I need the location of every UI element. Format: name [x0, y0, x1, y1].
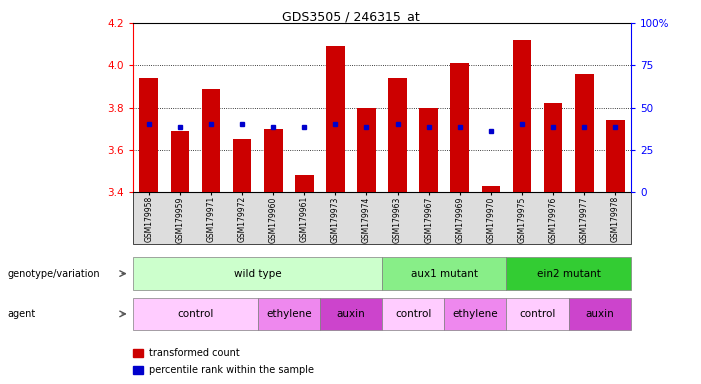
Text: ein2 mutant: ein2 mutant	[537, 268, 601, 279]
Bar	[512, 40, 531, 192]
Text: ethylene: ethylene	[453, 309, 498, 319]
Bar	[326, 46, 345, 192]
Bar	[357, 108, 376, 192]
Bar	[202, 88, 220, 192]
Text: control: control	[177, 309, 214, 319]
Bar	[575, 74, 594, 192]
Text: auxin: auxin	[336, 309, 365, 319]
Text: auxin: auxin	[585, 309, 614, 319]
Text: control: control	[519, 309, 556, 319]
Text: agent: agent	[7, 309, 35, 319]
Bar	[295, 175, 313, 192]
Bar	[139, 78, 158, 192]
Text: GDS3505 / 246315_at: GDS3505 / 246315_at	[282, 10, 419, 23]
Text: aux1 mutant: aux1 mutant	[411, 268, 478, 279]
Text: transformed count: transformed count	[149, 348, 239, 358]
Text: genotype/variation: genotype/variation	[7, 268, 100, 279]
Text: ethylene: ethylene	[266, 309, 311, 319]
Bar	[388, 78, 407, 192]
Bar	[419, 108, 438, 192]
Bar	[544, 103, 562, 192]
Bar	[264, 129, 283, 192]
Bar	[451, 63, 469, 192]
Text: wild type: wild type	[234, 268, 281, 279]
Bar	[233, 139, 252, 192]
Text: control: control	[395, 309, 431, 319]
Bar	[606, 120, 625, 192]
Bar	[482, 185, 501, 192]
Bar	[170, 131, 189, 192]
Text: percentile rank within the sample: percentile rank within the sample	[149, 365, 313, 375]
